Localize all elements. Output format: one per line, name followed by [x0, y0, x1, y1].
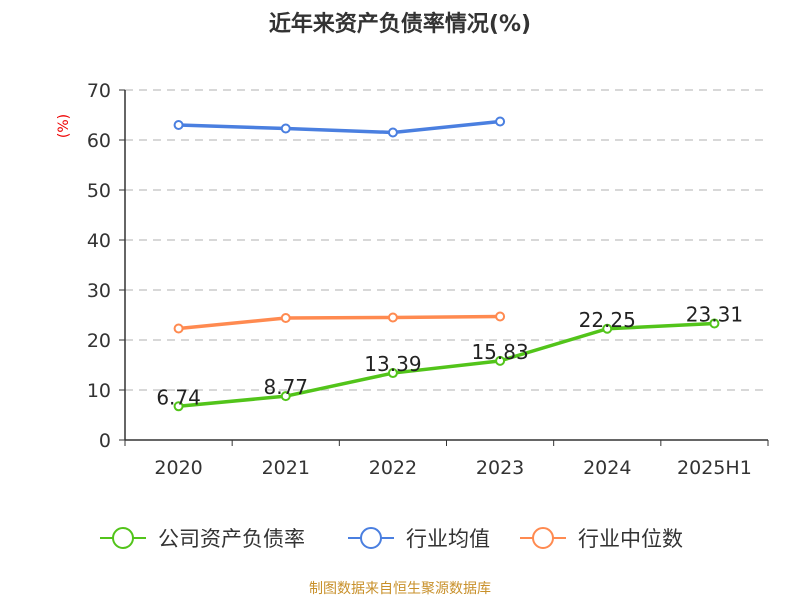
data-point — [280, 123, 291, 134]
legend-label: 行业均值 — [406, 527, 490, 551]
data-point — [387, 312, 398, 323]
y-axis-label: (%) — [56, 114, 72, 138]
x-tick-label: 2022 — [369, 457, 417, 479]
data-point — [495, 116, 506, 127]
data-point — [280, 391, 291, 402]
y-tick-label: 40 — [87, 230, 111, 252]
series-line-2 — [178, 314, 501, 331]
legend-marker — [112, 527, 134, 549]
y-tick-label: 0 — [99, 430, 111, 452]
y-tick-label: 30 — [87, 280, 111, 302]
data-point — [173, 323, 184, 334]
data-label: 13.39 — [364, 352, 421, 376]
legend-label: 公司资产负债率 — [158, 527, 305, 551]
data-label: 15.83 — [471, 340, 528, 364]
data-point — [387, 368, 398, 379]
data-point — [495, 355, 506, 366]
series-line-1 — [178, 119, 501, 135]
data-point — [709, 318, 720, 329]
x-tick-label: 2024 — [583, 457, 631, 479]
y-tick-label: 20 — [87, 330, 111, 352]
series-line-0 — [178, 321, 715, 409]
data-label: 23.31 — [686, 302, 743, 326]
y-tick-label: 50 — [87, 180, 111, 202]
legend-label: 行业中位数 — [578, 527, 683, 551]
source-footer: 制图数据来自恒生聚源数据库 — [309, 581, 491, 597]
data-point — [173, 401, 184, 412]
data-point — [387, 127, 398, 138]
data-point — [280, 313, 291, 323]
data-point — [495, 311, 506, 322]
data-point — [602, 323, 613, 334]
data-label: 8.77 — [263, 375, 308, 399]
data-label: 22.25 — [579, 308, 636, 332]
x-tick-label: 2025H1 — [677, 457, 752, 479]
x-tick-label: 2023 — [476, 457, 524, 479]
legend-marker — [360, 527, 382, 549]
y-tick-label: 70 — [87, 80, 111, 102]
data-label: 6.74 — [156, 385, 201, 409]
y-tick-label: 60 — [87, 130, 111, 152]
legend-marker — [532, 527, 554, 549]
x-tick-label: 2021 — [262, 457, 310, 479]
x-tick-label: 2020 — [154, 457, 202, 479]
data-point — [173, 120, 184, 130]
chart-title: 近年来资产负债率情况(%) — [268, 12, 532, 37]
y-tick-label: 10 — [87, 380, 111, 402]
